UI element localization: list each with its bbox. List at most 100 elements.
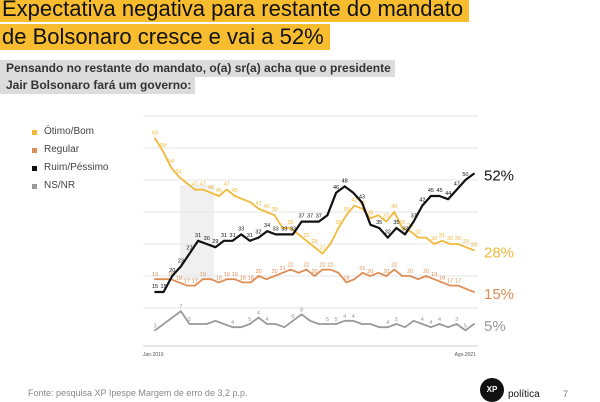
data-label-otimo-bom: 29 <box>311 239 317 245</box>
data-point-regular <box>178 281 180 284</box>
data-point-otimo-bom <box>345 214 348 217</box>
data-label-otimo-bom: 35 <box>335 220 341 226</box>
data-label-regular: 17 <box>455 279 461 285</box>
data-point-otimo-bom <box>329 243 332 245</box>
data-point-regular <box>217 281 220 284</box>
data-label-ruim-pessimo: 34 <box>264 223 270 229</box>
data-label-ruim-pessimo: 33 <box>290 226 296 232</box>
data-label-ruim-pessimo: 33 <box>273 226 279 232</box>
data-label-regular: 18 <box>240 275 246 281</box>
data-label-ruim-pessimo: 15 <box>161 284 167 290</box>
data-point-ruim-pessimo <box>317 220 320 223</box>
data-label-ruim-pessimo: 35 <box>376 220 382 226</box>
data-point-otimo-bom <box>201 188 204 191</box>
data-point-regular <box>225 278 228 281</box>
data-point-ruim-pessimo <box>309 220 312 223</box>
data-point-regular <box>337 271 340 274</box>
data-label-otimo-bom: 47 <box>192 182 198 188</box>
data-point-regular <box>257 275 260 277</box>
data-point-regular <box>162 278 164 281</box>
data-point-regular <box>449 284 451 287</box>
data-label-ns-nr: 5 <box>335 317 338 323</box>
data-label-otimo-bom: 30 <box>455 236 461 242</box>
data-label-ruim-pessimo: 43 <box>359 194 365 200</box>
data-point-regular <box>321 268 324 271</box>
data-point-otimo-bom <box>441 239 443 242</box>
chart-subtitle-line-1: Pensando no restante do mandato, o(a) sr… <box>0 60 395 77</box>
data-label-otimo-bom: 46 <box>208 185 214 191</box>
data-point-ns-nr <box>240 326 243 329</box>
data-point-ruim-pessimo <box>248 239 251 242</box>
source-note: Fonte: pesquisa XP Ipespe Margem de erro… <box>28 388 248 398</box>
data-point-otimo-bom <box>225 188 228 191</box>
data-label-ns-nr: 4 <box>266 317 269 323</box>
data-label-regular: 20 <box>383 269 389 275</box>
legend-swatch-ns-nr <box>32 183 37 189</box>
data-point-regular <box>249 281 252 284</box>
data-label-otimo-bom: 30 <box>431 236 437 242</box>
data-label-otimo-bom: 42 <box>351 198 357 204</box>
data-point-regular <box>345 281 348 284</box>
data-point-ns-nr <box>352 319 355 322</box>
data-point-ruim-pessimo <box>197 239 200 242</box>
data-label-ruim-pessimo: 33 <box>402 226 408 232</box>
data-point-otimo-bom <box>313 246 316 249</box>
legend-label-otimo-bom: Ótimo/Bom <box>44 126 95 137</box>
data-label-regular: 22 <box>303 263 309 269</box>
data-point-otimo-bom <box>281 227 284 229</box>
data-label-ns-nr: 4 <box>421 317 424 323</box>
data-label-otimo-bom: 54 <box>168 159 174 165</box>
data-label-ruim-pessimo: 46 <box>333 185 339 191</box>
data-point-ns-nr <box>429 326 432 329</box>
data-point-ruim-pessimo <box>464 179 467 181</box>
data-label-ruim-pessimo: 50 <box>462 172 468 178</box>
data-label-ruim-pessimo: 20 <box>169 268 175 274</box>
data-label-ns-nr: 5 <box>248 317 251 323</box>
chart-title-line-2: de Bolsonaro cresce e vai a 52% <box>0 24 330 50</box>
data-point-otimo-bom <box>417 236 420 239</box>
data-point-regular <box>154 278 156 281</box>
data-point-regular <box>441 281 443 284</box>
x-tick-label-start: Jan.2019 <box>143 352 164 358</box>
data-point-ns-nr <box>188 323 191 325</box>
data-label-otimo-bom: 31 <box>303 233 309 239</box>
data-point-ruim-pessimo <box>292 233 294 236</box>
data-label-otimo-bom: 40 <box>264 204 270 210</box>
data-label-ruim-pessimo: 15 <box>152 284 158 290</box>
data-label-otimo-bom: 59 <box>160 143 166 149</box>
data-point-otimo-bom <box>385 220 388 223</box>
data-label-ruim-pessimo: 37 <box>411 214 417 220</box>
data-label-ruim-pessimo: 32 <box>255 230 261 236</box>
data-label-ruim-pessimo: 42 <box>419 198 425 204</box>
data-label-regular: 20 <box>311 269 317 275</box>
data-label-ns-nr: 7 <box>179 304 182 310</box>
data-point-ns-nr <box>231 326 234 329</box>
data-point-otimo-bom <box>393 211 396 213</box>
data-point-regular <box>385 275 388 277</box>
data-label-ns-nr: 5 <box>395 317 398 323</box>
data-point-regular <box>409 275 412 277</box>
data-point-regular <box>329 268 332 271</box>
data-point-regular <box>433 278 436 281</box>
data-label-ruim-pessimo: 44 <box>445 191 451 197</box>
data-label-regular: 17 <box>192 279 198 285</box>
data-point-regular <box>186 284 188 287</box>
data-point-ruim-pessimo <box>395 227 398 229</box>
data-label-ruim-pessimo: 45 <box>436 188 442 194</box>
data-point-otimo-bom <box>209 191 212 194</box>
brand-label: política <box>508 389 540 400</box>
data-point-ruim-pessimo <box>162 291 165 293</box>
data-point-otimo-bom <box>353 204 356 207</box>
data-point-ns-nr <box>335 323 337 325</box>
data-label-otimo-bom: 38 <box>367 210 373 216</box>
data-point-ruim-pessimo <box>438 195 441 197</box>
data-point-otimo-bom <box>162 150 164 153</box>
data-label-regular: 19 <box>152 272 158 278</box>
data-point-otimo-bom <box>186 182 188 185</box>
data-label-ruim-pessimo: 37 <box>316 214 322 220</box>
data-label-otimo-bom: 51 <box>176 169 182 175</box>
data-label-ruim-pessimo: 37 <box>307 214 313 220</box>
data-label-regular: 19 <box>168 272 174 278</box>
data-point-otimo-bom <box>217 195 220 197</box>
data-point-ns-nr <box>447 326 450 329</box>
